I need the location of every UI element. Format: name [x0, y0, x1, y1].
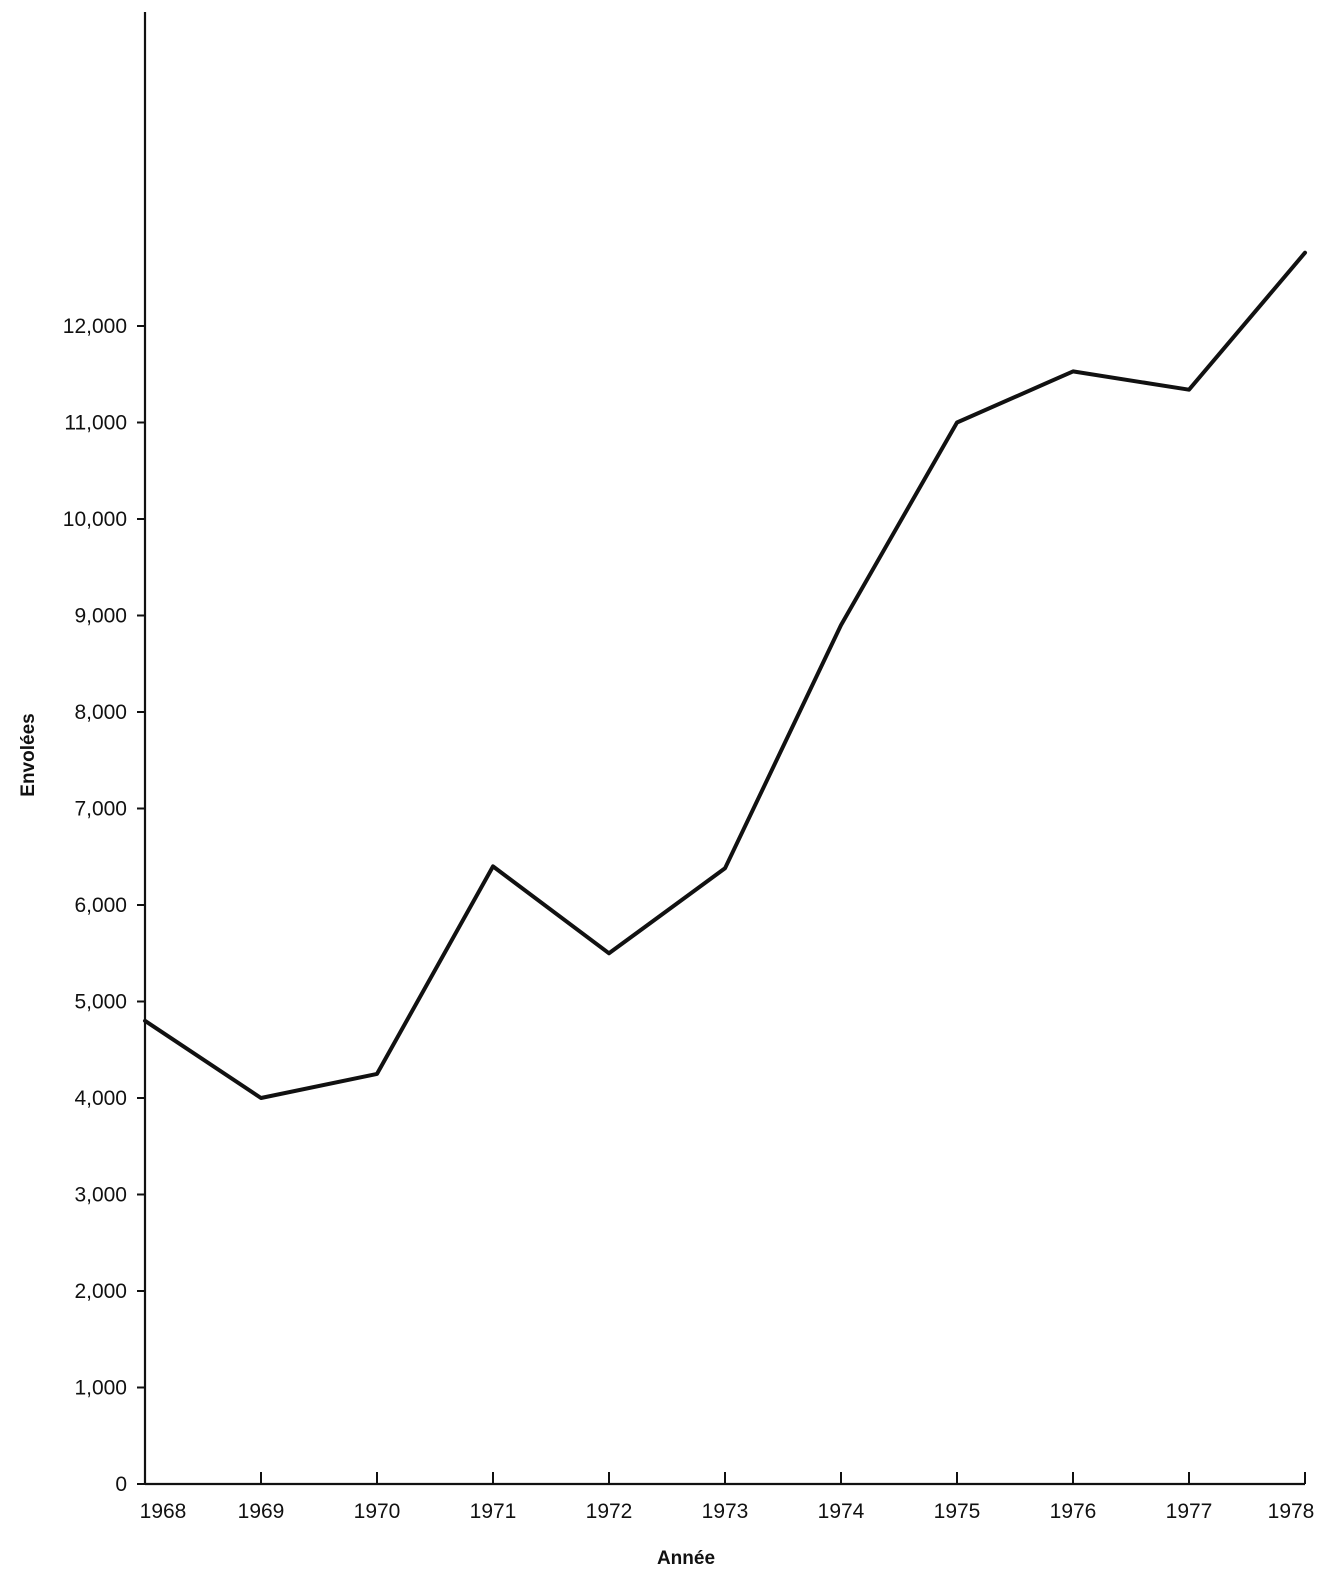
x-tick-label: 1976 [1050, 1500, 1097, 1523]
y-tick-label: 9,000 [74, 605, 127, 628]
y-tick-label: 1,000 [74, 1377, 127, 1400]
x-tick-label: 1974 [818, 1500, 865, 1523]
x-tick-label: 1970 [354, 1500, 401, 1523]
y-tick-label: 8,000 [74, 701, 127, 724]
y-tick-label: 7,000 [74, 798, 127, 821]
y-tick-label: 10,000 [63, 508, 127, 531]
x-tick-label: 1969 [238, 1500, 285, 1523]
y-tick-label: 6,000 [74, 894, 127, 917]
y-tick-label: 4,000 [74, 1087, 127, 1110]
data-series-line [143, 250, 1307, 1100]
x-tick-label: 1975 [934, 1500, 981, 1523]
y-axis-ticks: 0 1,000 2,000 3,000 4,000 5,000 6,000 7,000 8,00… [63, 315, 145, 1496]
y-tick-label: 0 [115, 1473, 127, 1496]
y-axis-title: Envolées [18, 713, 39, 796]
y-tick-label: 2,000 [74, 1280, 127, 1303]
y-tick-label: 5,000 [74, 991, 127, 1014]
y-tick-label: 12,000 [63, 315, 127, 338]
y-tick-label: 3,000 [74, 1184, 127, 1207]
x-tick-label: 1971 [470, 1500, 517, 1523]
x-tick-label: 1978 [1268, 1500, 1315, 1523]
x-tick-label: 1968 [140, 1500, 187, 1523]
x-tick-label: 1977 [1166, 1500, 1213, 1523]
x-axis-ticks: 1968 1969 1970 1971 1972 1973 1974 1975 1976 1977… [140, 1472, 1315, 1523]
y-tick-label: 11,000 [64, 412, 127, 435]
x-axis-title: Année [657, 1548, 715, 1569]
x-tick-label: 1972 [586, 1500, 633, 1523]
x-tick-label: 1973 [702, 1500, 749, 1523]
